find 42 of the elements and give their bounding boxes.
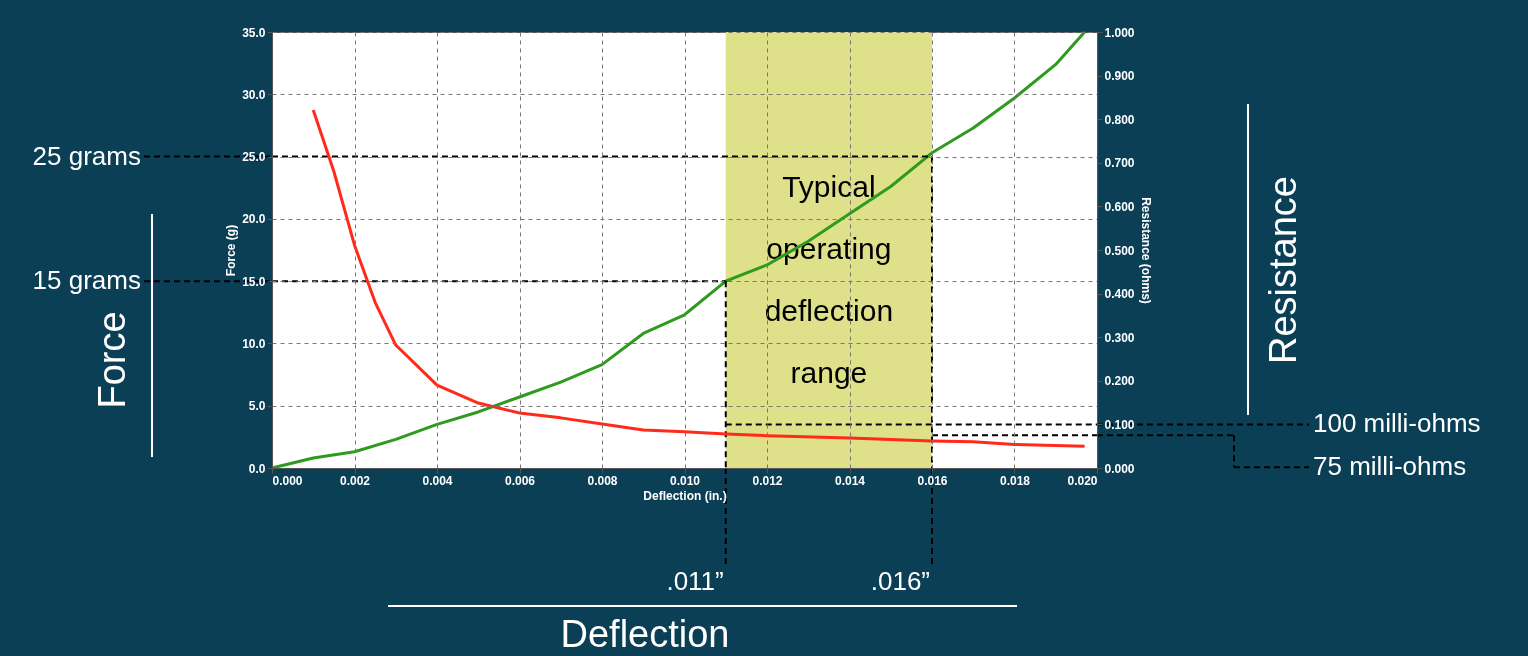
y-axis-title: Force (g)	[224, 224, 239, 277]
y-tick-label: 30.0	[242, 87, 266, 102]
text: Deflection	[560, 613, 730, 655]
ref-line-label: 15 grams	[32, 265, 141, 296]
x-tick-label: 0.016	[917, 473, 948, 488]
x-tick-label: 0.020	[1067, 473, 1098, 488]
y-tick-label: 20.0	[242, 212, 266, 227]
ref-line-label: 25 grams	[32, 140, 141, 171]
y-tick-label: 15.0	[242, 274, 266, 289]
x-tick-label: 0.010	[669, 473, 701, 488]
x-tick-label: 0.008	[587, 473, 618, 488]
y2-tick-label: 0.300	[1104, 330, 1135, 345]
y-tick-label: 10.0	[242, 336, 266, 351]
ref-line-label: .011”	[666, 566, 724, 596]
x-tick-label: 0.018	[999, 473, 1031, 488]
y2-tick-label: 0.000	[1104, 461, 1135, 476]
x-tick-label: 0.002	[339, 473, 371, 488]
x-axis-title: Deflection (in.)	[643, 488, 727, 503]
y-tick-label: 35.0	[242, 25, 266, 40]
y-tick-label: 25.0	[242, 150, 266, 165]
legend-label: 75 milli-ohms	[1313, 451, 1467, 482]
y2-tick-label: 0.400	[1104, 287, 1135, 302]
x-tick-label: 0.006	[504, 473, 536, 488]
x-tick-label: 0.000	[272, 473, 303, 488]
ref-line-label: .016”	[870, 566, 930, 596]
text: Force	[91, 311, 133, 409]
ref-line-label: 100 milli-ohms	[1313, 408, 1481, 439]
y2-tick-label: 1.000	[1104, 25, 1135, 40]
y2-tick-label: 0.800	[1104, 112, 1135, 127]
y2-tick-label: 0.200	[1104, 374, 1135, 389]
y2-tick-label: 0.600	[1104, 199, 1135, 214]
x-tick-label: 0.012	[752, 473, 783, 488]
x-tick-label: 0.004	[422, 473, 453, 488]
y2-axis-title: Resistance (ohms)	[1138, 197, 1153, 304]
text: Resistance	[1262, 176, 1304, 364]
y2-tick-label: 0.500	[1104, 243, 1135, 258]
y2-tick-label: 0.100	[1104, 417, 1135, 432]
y2-tick-label: 0.700	[1104, 156, 1135, 171]
y-tick-label: 5.0	[248, 399, 266, 414]
y2-tick-label: 0.900	[1104, 69, 1135, 84]
y-tick-label: 0.0	[248, 461, 266, 476]
x-tick-label: 0.014	[834, 473, 866, 488]
